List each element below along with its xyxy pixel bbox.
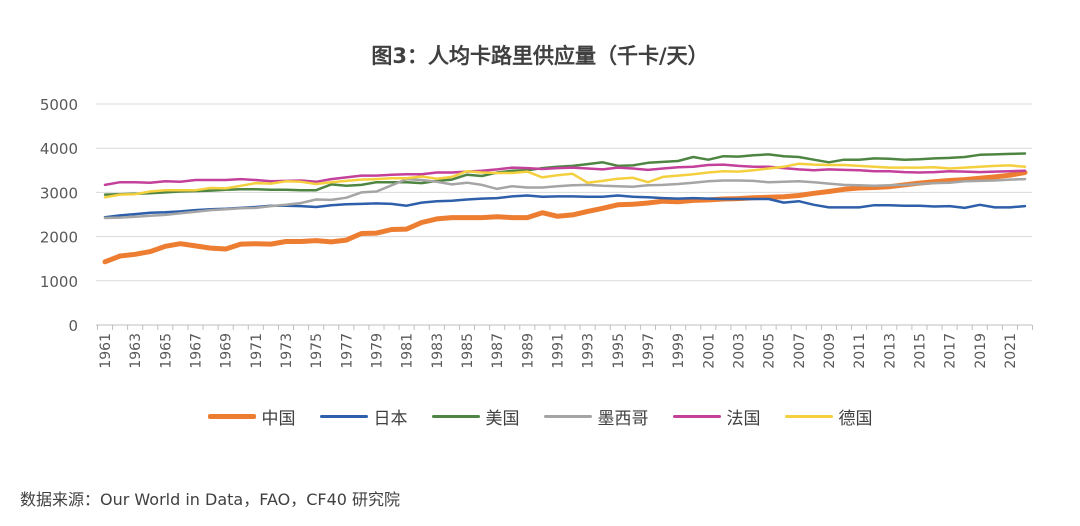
legend-label: 德国	[838, 409, 873, 429]
y-axis-ticks: 0 1000 2000 3000 4000 5000	[40, 96, 78, 335]
x-tick-label: 1993	[581, 333, 597, 369]
y-tick-label: 1000	[40, 273, 78, 291]
y-tick-label: 5000	[40, 96, 78, 114]
legend-label: 墨西哥	[597, 409, 649, 429]
legend-swatch	[319, 415, 368, 418]
y-tick-label: 4000	[40, 140, 78, 158]
legend-swatch	[207, 414, 256, 419]
series-line-0	[102, 170, 1028, 265]
x-tick-label: 1989	[520, 333, 536, 369]
series-line-2	[103, 152, 1027, 196]
x-tick-label: 1975	[309, 333, 325, 369]
series-line-3	[103, 177, 1027, 220]
x-tick-label: 2017	[943, 333, 959, 369]
x-tick-label: 1965	[158, 333, 174, 369]
legend-item: 法国	[672, 404, 761, 429]
legend-label: 中国	[261, 409, 296, 429]
series-line-4	[103, 163, 1027, 187]
x-tick-label: 1961	[98, 333, 114, 369]
x-tick-label: 2007	[792, 333, 808, 369]
x-tick-label: 1999	[671, 333, 687, 369]
legend-swatch	[431, 415, 480, 418]
legend-label: 日本	[373, 409, 408, 429]
x-tick-label: 1987	[490, 333, 506, 369]
x-tick-label: 1995	[611, 333, 627, 369]
x-tick-label: 1969	[219, 333, 235, 369]
x-tick-label: 1997	[641, 333, 657, 369]
legend-label: 美国	[485, 409, 520, 429]
x-tick-label: 2011	[852, 333, 868, 369]
source-note: 数据来源：Our World in Data，FAO，CF40 研究院	[20, 490, 401, 509]
x-tick-label: 1971	[249, 333, 265, 369]
legend-label: 法国	[726, 409, 761, 429]
legend-item: 美国	[431, 404, 520, 429]
x-tick-label: 1977	[339, 333, 355, 369]
x-tick-label: 1963	[128, 333, 144, 369]
x-tick-label: 2015	[912, 333, 928, 369]
grid-lines	[96, 103, 1032, 282]
legend-item: 德国	[784, 404, 873, 429]
legend-item: 日本	[319, 404, 408, 429]
y-tick-label: 0	[68, 317, 78, 335]
series-line-5	[103, 162, 1027, 199]
x-tick-label: 2013	[882, 333, 898, 369]
x-tick-label: 2009	[822, 333, 838, 369]
x-tick-label: 1983	[430, 333, 446, 369]
chart-title: 图3：人均卡路里供应量（千卡/天）	[371, 44, 709, 68]
x-tick-label: 1967	[188, 333, 204, 369]
x-tick-label: 1973	[279, 333, 295, 369]
x-tick-label: 2019	[973, 333, 989, 369]
x-tick-label: 1981	[400, 333, 416, 369]
legend-item: 墨西哥	[543, 404, 649, 429]
x-tick-label: 1979	[369, 333, 385, 369]
x-tick-label: 2005	[762, 333, 778, 369]
x-tick-label: 1991	[550, 333, 566, 369]
x-tick-label: 2001	[701, 333, 717, 369]
legend: 中国 日本 美国 墨西哥 法国 德国	[0, 404, 1080, 429]
y-tick-label: 2000	[40, 229, 78, 247]
legend-item: 中国	[207, 404, 296, 429]
legend-swatch	[672, 415, 721, 418]
x-tick-label: 2021	[1003, 333, 1019, 369]
x-tick-label: 2003	[731, 333, 747, 369]
series-lines	[102, 152, 1028, 265]
x-tick-label: 1985	[460, 333, 476, 369]
x-axis: 1961 1963 1965 1967 1969 1971 1973 1975 1977 1979…	[96, 324, 1034, 369]
legend-swatch	[784, 415, 833, 418]
y-tick-label: 3000	[40, 184, 78, 202]
legend-swatch	[543, 415, 592, 418]
